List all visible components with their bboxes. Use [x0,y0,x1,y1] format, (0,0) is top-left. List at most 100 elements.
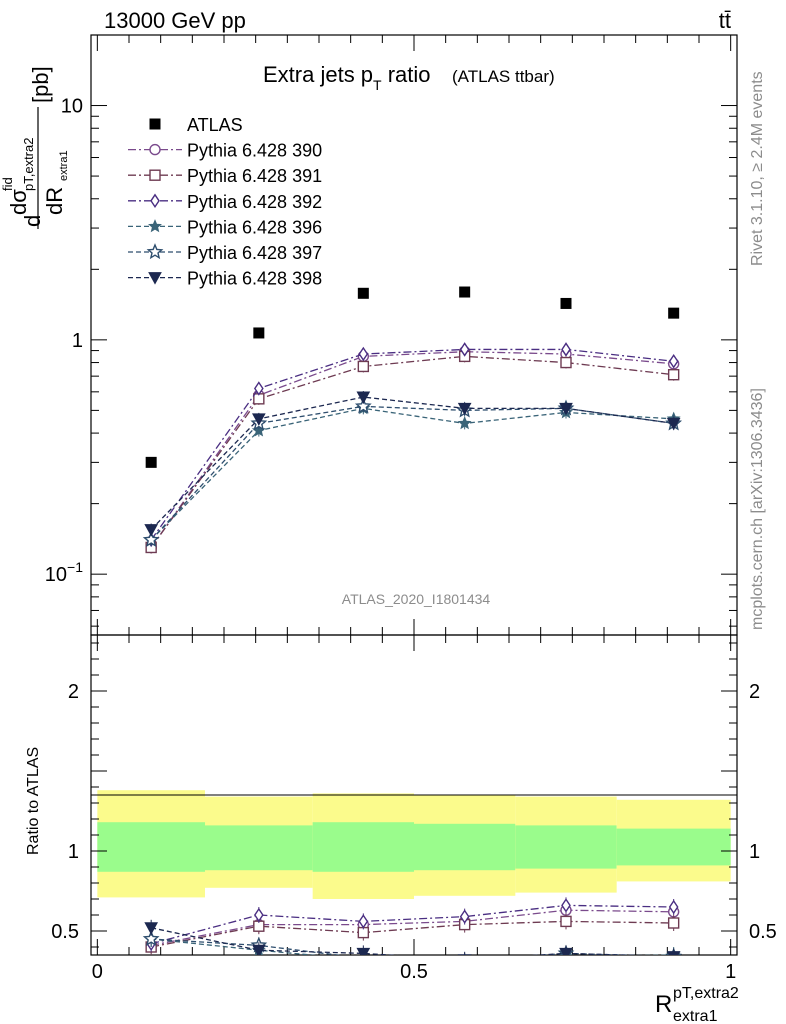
data-point [357,360,370,373]
data-point [142,531,160,548]
mcplots-label: mcplots.cern.ch [arXiv:1306.3436] [749,388,766,630]
legend-label: Pythia 6.428 396 [187,217,322,237]
xlabel-base: R [655,991,672,1018]
ratio-line [151,920,674,948]
ratio-series-6 [144,919,681,955]
ratio-line [151,938,642,955]
ratio-tick-label: 0.5 [51,921,79,943]
data-point [356,391,371,405]
series-line [150,407,674,541]
band-inner [616,828,731,866]
process-label: tt̄ [719,8,731,33]
legend-label: Pythia 6.428 398 [187,269,322,289]
y-tick-label-exp: −1 [67,559,83,575]
atlas-point [253,327,265,339]
ratio-point [358,914,369,929]
legend-atlas-marker [149,118,161,130]
watermark: ATLAS_2020_I1801434 [342,591,491,607]
atlas-point [357,287,369,299]
data-point [144,524,159,537]
band-inner [414,823,516,871]
ylabel-unit: [pb] [28,66,53,103]
ylabel-den-sub: extra1 [58,150,70,181]
ratio-tick-label: 1 [68,841,79,863]
series-line [150,405,674,541]
title-rest: ratio [382,62,431,87]
ratio-tick-label-right: 2 [749,681,760,703]
data-point [457,416,472,430]
series-4 [144,401,681,546]
energy-label: 13000 GeV pp [104,8,246,33]
title-main: Extra jets p [263,62,373,87]
ratio-point [561,898,571,913]
data-point [457,402,472,416]
data-point [666,417,681,431]
main-y-axis-label: d dσ fid pT,extra2 dR extra1 [pb] [0,66,70,229]
data-point [251,413,266,426]
data-point [459,342,470,357]
legend-label: Pythia 6.428 390 [187,141,322,161]
series-1 [145,345,680,554]
ylabel-prefix-num: d [20,215,45,227]
series-line [150,348,674,541]
ratio-point [251,944,266,955]
data-point [560,356,572,369]
atlas-point [459,286,471,298]
y-tick-label-base: 10 [45,564,67,586]
data-point [561,342,571,357]
data-point [253,381,264,396]
series-5 [142,397,683,548]
series-3 [146,342,679,548]
x-axis-label: R pT,extra2 extra1 [655,985,739,1024]
x-tick-label: 0.5 [400,961,428,983]
data-point [668,354,679,369]
legend-marker [150,193,160,209]
legend-marker [149,169,161,181]
ratio-point [668,899,679,915]
series-6 [144,391,681,537]
legend: ATLAS Pythia 6.428 390 Pythia 6.428 391 Pyt… [128,115,322,289]
ylabel-num-sub: pT,extra2 [21,138,36,191]
title-sub: T [373,77,382,93]
ratio-line [151,938,674,955]
series-line [150,396,674,531]
band-inner [312,822,414,872]
ratio-point [559,947,573,955]
ratio-series-clipped [142,897,683,973]
ylabel-denominator: dR [42,187,67,215]
xlabel-sup: pT,extra2 [673,985,739,1002]
ratio-line [150,904,674,945]
ratio-tick-label: 2 [68,681,79,703]
ratio-point [459,909,470,924]
band-inner [515,825,617,869]
main-series [142,342,683,554]
y-tick-label: 10 [61,96,83,118]
atlas-point [560,297,572,309]
legend-marker [148,272,162,285]
atlas-point [668,307,680,319]
ratio-tick-label-right: 1 [749,841,760,863]
data-point [667,369,680,381]
atlas-points [145,286,680,468]
ratio-point [142,930,160,947]
ylabel-numerator: dσ [6,189,31,215]
ratio-point [253,907,264,923]
ratio-series-2 [145,913,680,955]
ratio-series-1 [145,902,680,954]
ratio-bands [97,790,731,899]
legend-label: Pythia 6.428 391 [187,166,322,186]
legend-marker [146,243,164,260]
ratio-tick-label-right: 0.5 [749,921,777,943]
title-small: (ATLAS ttbar) [452,67,555,86]
ratio-point [666,951,681,955]
legend-marker [148,219,162,233]
ratio-point [667,917,680,929]
ratio-point [356,947,371,955]
ratio-y-ticks: 0.5 0.5 1 1 2 2 [51,642,777,948]
xlabel-sub: extra1 [673,1008,718,1024]
y-tick-label: 1 [72,330,83,352]
ratio-line [151,909,674,947]
ratio-point [459,962,470,973]
